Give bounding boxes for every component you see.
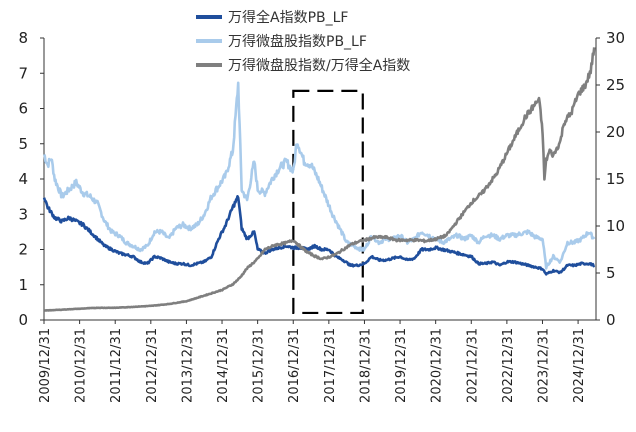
x-tick-label: 2021/12/31: [465, 328, 480, 403]
x-tick-label: 2012/12/31: [145, 328, 160, 403]
x-tick-label: 2010/12/31: [74, 328, 89, 403]
x-tick-label: 2024/12/31: [572, 328, 587, 403]
series-layer: [44, 47, 594, 310]
x-tick-label: 2020/12/31: [430, 328, 445, 403]
legend-label: 万得微盘股指数PB_LF: [228, 33, 367, 50]
left-tick-label: 3: [18, 205, 28, 223]
right-tick-label: 30: [606, 29, 625, 47]
left-tick-label: 8: [18, 29, 28, 47]
right-tick-label: 0: [606, 311, 616, 329]
x-tick-label: 2022/12/31: [501, 328, 516, 403]
right-axis: 0 5 10 15 20 25 30: [596, 29, 625, 329]
left-tick-label: 1: [18, 276, 28, 294]
legend: 万得全A指数PB_LF 万得微盘股指数PB_LF 万得微盘股指数/万得全A指数: [196, 9, 410, 74]
x-tick-label: 2019/12/31: [394, 328, 409, 403]
left-axis: 0 1 2 3 4 5 6 7 8: [18, 29, 44, 329]
x-tick-label: 2017/12/31: [323, 328, 338, 403]
left-tick-label: 7: [18, 64, 28, 82]
left-tick-label: 2: [18, 241, 28, 259]
x-tick-label: 2013/12/31: [180, 328, 195, 403]
x-axis: 2009/12/31 2010/12/31 2011/12/31 2012/12/31…: [38, 320, 587, 403]
left-tick-label: 4: [18, 170, 28, 188]
x-tick-label: 2015/12/31: [252, 328, 267, 403]
x-tick-label: 2009/12/31: [38, 328, 53, 403]
x-tick-label: 2023/12/31: [536, 328, 551, 403]
legend-label: 万得微盘股指数/万得全A指数: [228, 57, 410, 74]
x-tick-label: 2011/12/31: [109, 328, 124, 403]
series-line-wind-microcap-pb: [44, 83, 594, 269]
x-tick-label: 2014/12/31: [216, 328, 231, 403]
right-tick-label: 10: [606, 217, 625, 235]
right-tick-label: 20: [606, 123, 625, 141]
right-tick-label: 25: [606, 76, 625, 94]
x-tick-label: 2018/12/31: [358, 328, 373, 403]
right-tick-label: 5: [606, 264, 616, 282]
plot-frame: [44, 38, 596, 320]
left-tick-label: 5: [18, 135, 28, 153]
left-tick-label: 6: [18, 100, 28, 118]
right-tick-label: 15: [606, 170, 625, 188]
x-tick-label: 2016/12/31: [287, 328, 302, 403]
left-tick-label: 0: [18, 311, 28, 329]
legend-label: 万得全A指数PB_LF: [228, 9, 348, 26]
